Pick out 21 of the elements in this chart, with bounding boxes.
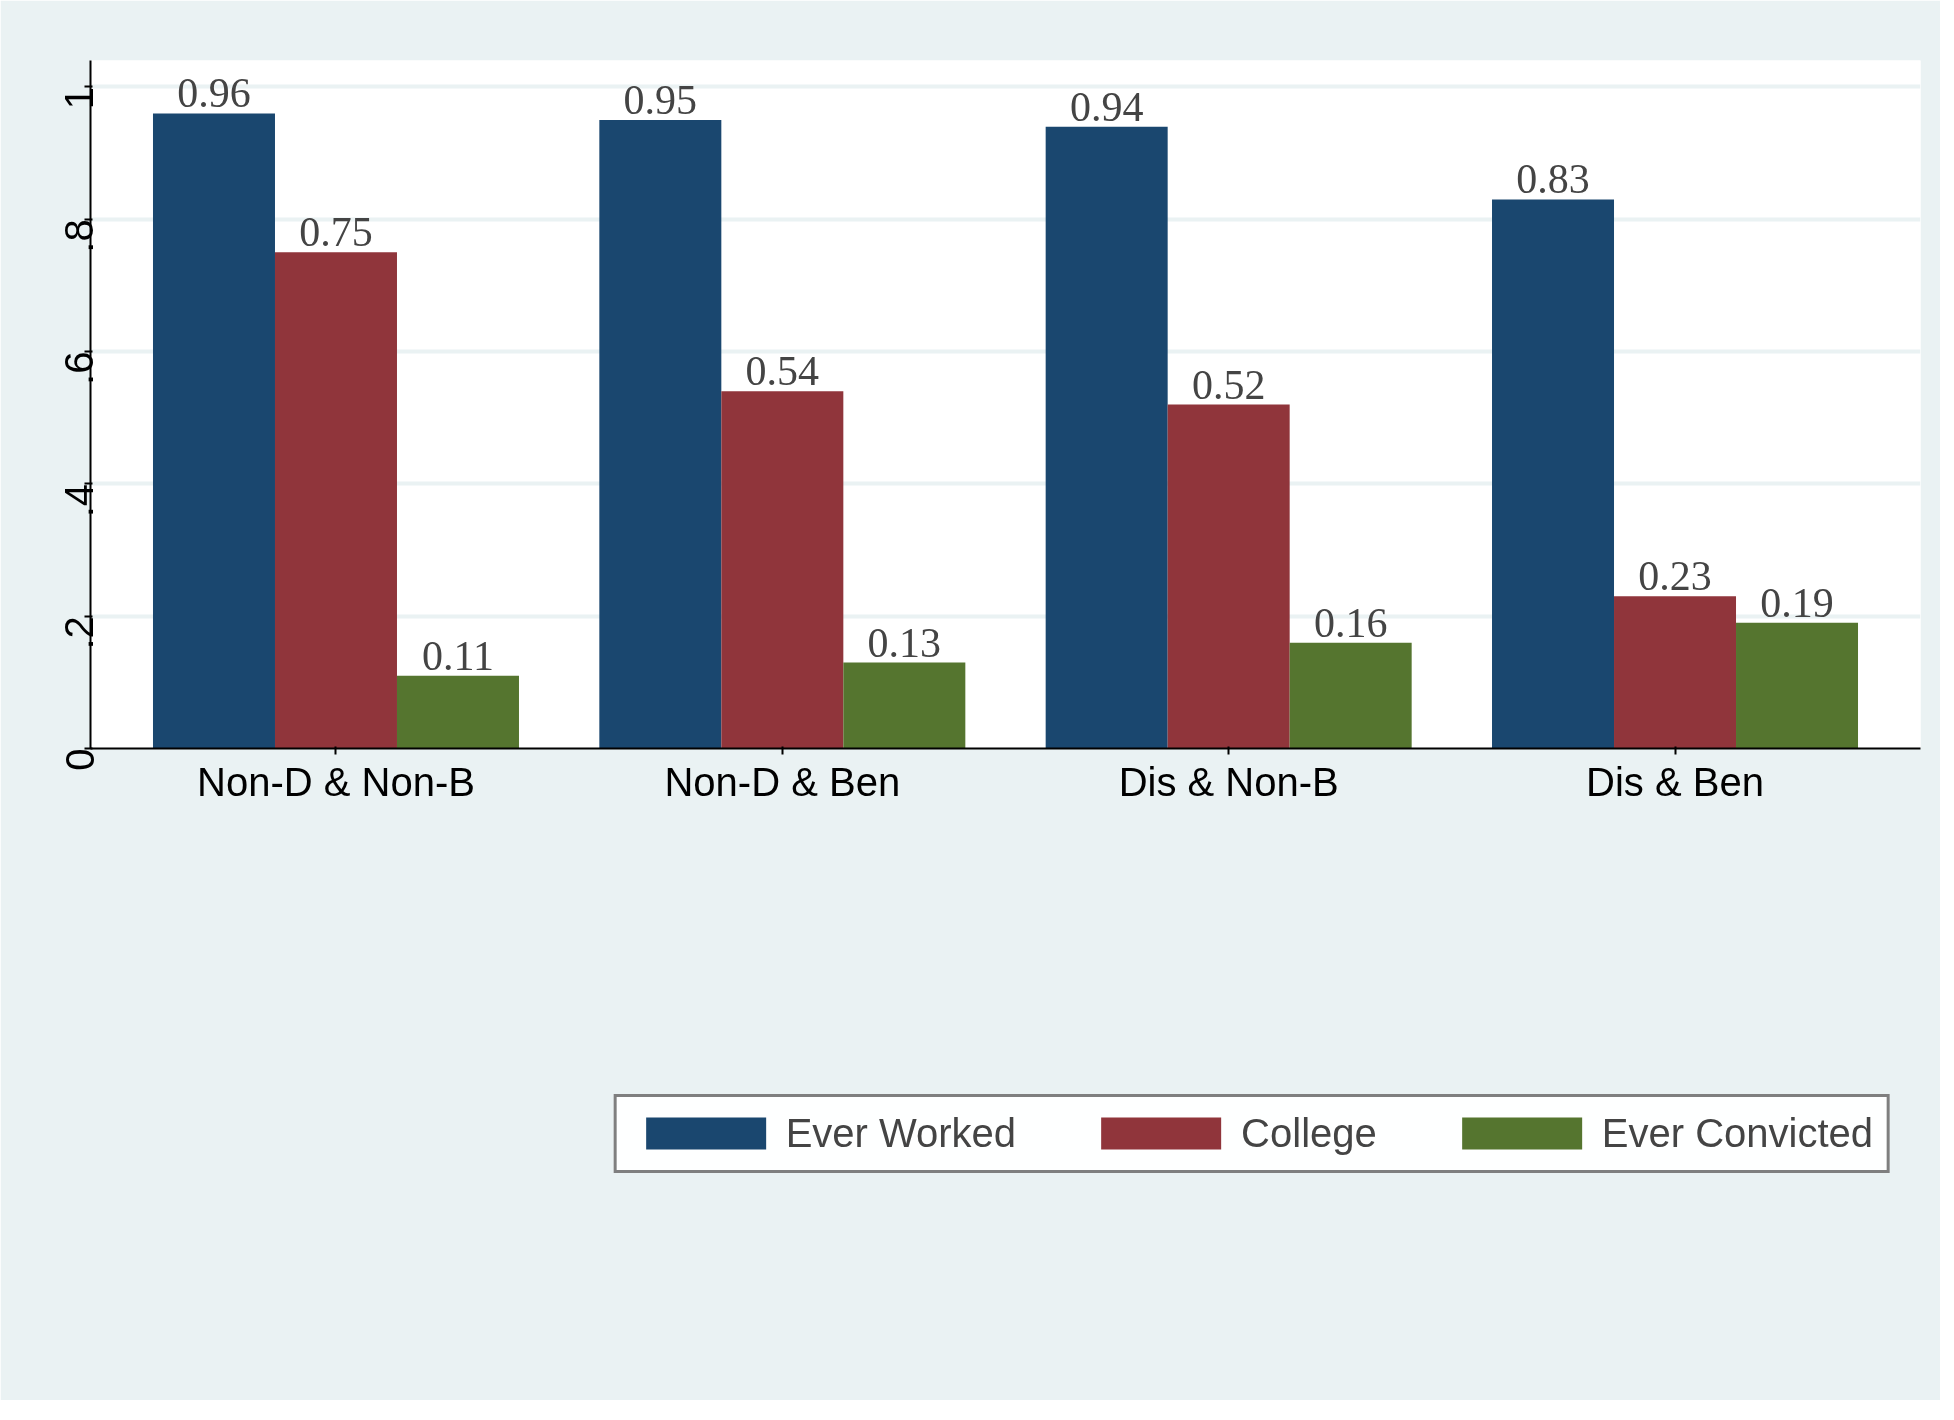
data-label: 0.95 [623, 77, 698, 124]
data-label: 0.19 [1760, 579, 1834, 626]
data-label: 0.54 [745, 348, 820, 395]
x-tick-label: Non-D & Ben [664, 759, 901, 804]
data-label: 0.11 [422, 632, 494, 679]
data-label: 0.96 [177, 70, 251, 117]
x-tick-label: Dis & Non-B [1118, 759, 1339, 804]
legend-label: College [1241, 1110, 1377, 1156]
data-label: 0.52 [1191, 361, 1266, 408]
data-label: 0.16 [1313, 599, 1388, 646]
legend-label: Ever Worked [785, 1110, 1017, 1156]
data-label: 0.83 [1516, 156, 1590, 203]
data-label: 0.13 [867, 619, 942, 666]
x-tick-label: Non-D & Non-B [197, 759, 475, 804]
x-tick-label: Dis & Ben [1586, 759, 1764, 804]
data-label: 0.23 [1638, 553, 1712, 600]
data-label: 0.94 [1069, 83, 1144, 130]
y-tick-label: 0 [57, 748, 102, 771]
data-label: 0.75 [299, 209, 373, 256]
y-tick-label: .4 [57, 483, 102, 518]
legend-label: Ever Convicted [1601, 1110, 1873, 1156]
